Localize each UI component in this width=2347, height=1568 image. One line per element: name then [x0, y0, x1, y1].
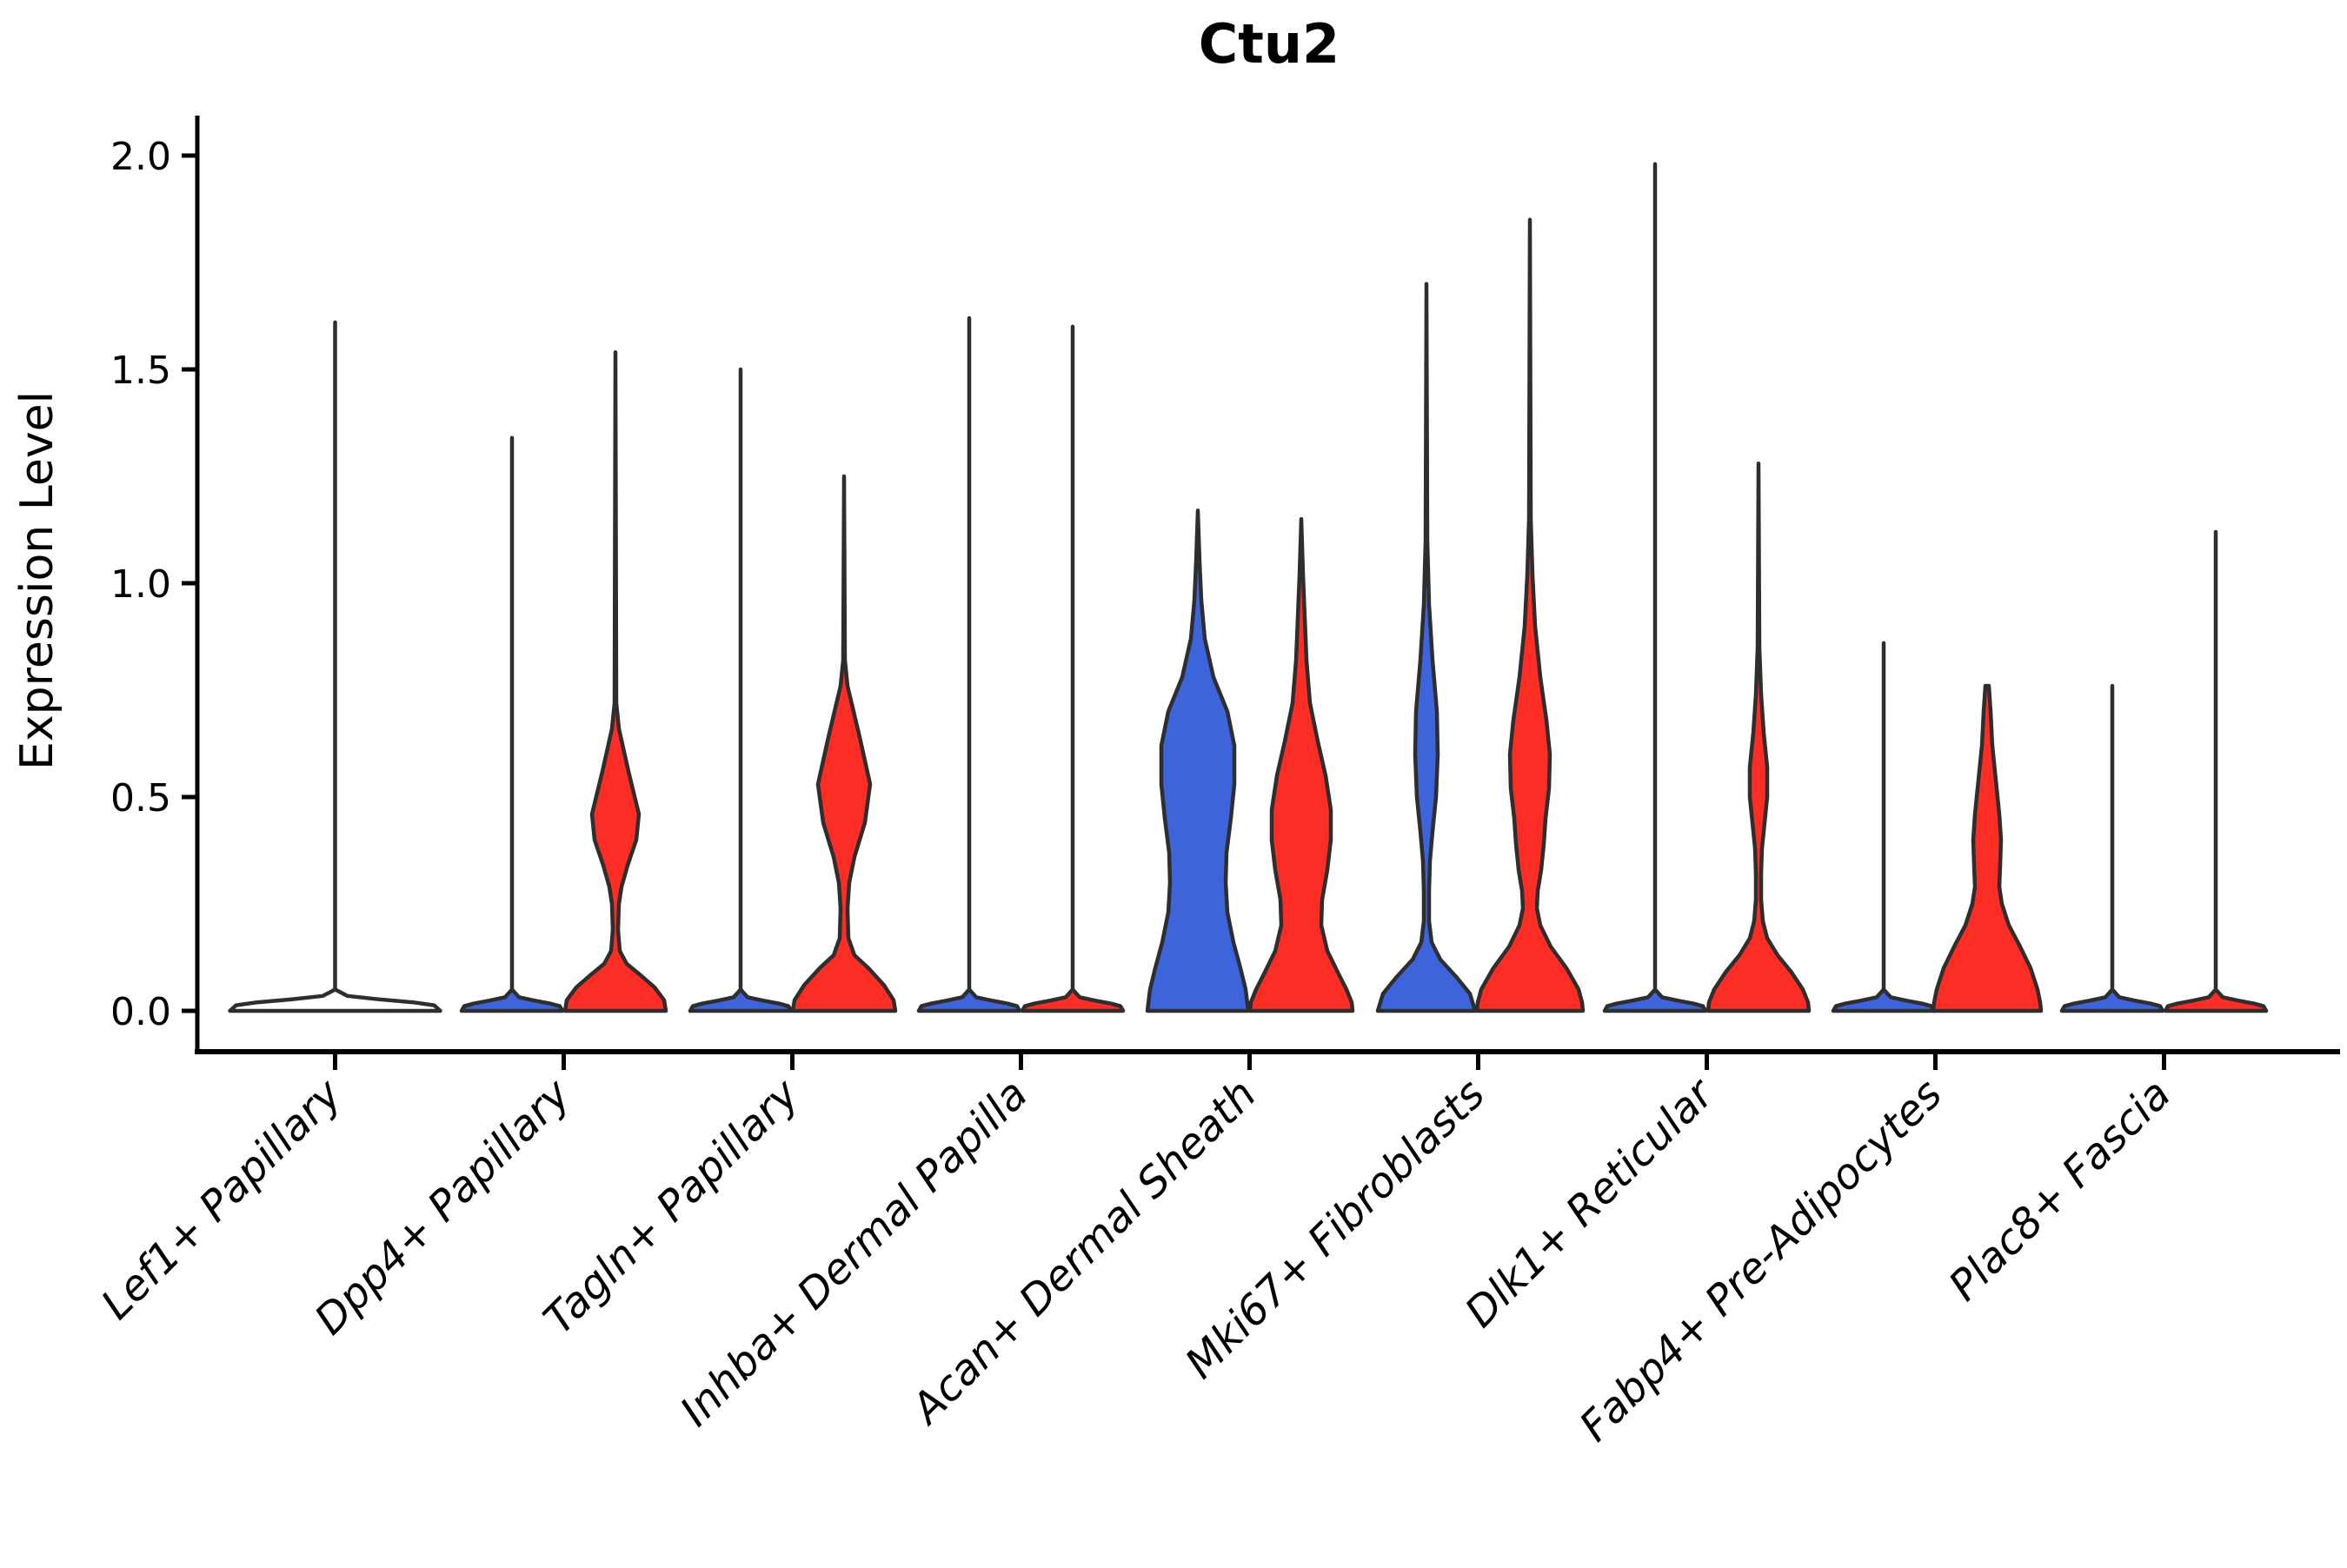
violin-acan-dermal-sheath-blue — [1145, 508, 1251, 1013]
x-label-fabp4-pre-adipocytes: Fabp4+ Pre-Adipocytes — [1570, 1070, 1951, 1452]
violin-dlk1-reticular-red — [1705, 461, 1812, 1013]
x-axis-ticks — [333, 1054, 2166, 1070]
x-label-tagln-papillary: Tagln+ Papillary — [535, 1069, 809, 1344]
violin-tagln-papillary-blue — [688, 367, 794, 1013]
violin-acan-dermal-sheath-red — [1247, 516, 1355, 1013]
x-label-lef1-papillary: Lef1+ Papillary — [92, 1069, 352, 1329]
violin-dlk1-reticular-blue — [1602, 162, 1708, 1013]
violin-lef1-papillary-single — [228, 320, 442, 1013]
violin-dpp4-papillary-red — [562, 350, 668, 1013]
y-tick-label-1.5: 1.5 — [110, 349, 171, 393]
violin-fabp4-pre-adipocytes-blue — [1831, 641, 1937, 1013]
chart-title: Ctu2 — [1199, 12, 1340, 76]
violin-fabp4-pre-adipocytes-red — [1931, 683, 2044, 1013]
y-tick-label-0.0: 0.0 — [110, 990, 171, 1034]
violin-series — [228, 162, 2269, 1013]
x-label-plac8-fascia: Plac8+ Fascia — [1939, 1070, 2180, 1311]
y-axis-ticks: 0.0 0.5 1.0 1.5 2.0 — [110, 135, 197, 1034]
violin-mki67-fibroblasts-blue — [1375, 282, 1478, 1013]
violin-dpp4-papillary-blue — [459, 435, 565, 1013]
y-tick-label-2.0: 2.0 — [110, 135, 171, 179]
x-label-dlk1-reticular: Dlk1+ Reticular — [1456, 1068, 1725, 1338]
violin-mki67-fibroblasts-red — [1474, 217, 1586, 1013]
violin-inhba-dermal-papilla-blue — [916, 316, 1022, 1013]
y-tick-label-1.0: 1.0 — [110, 562, 171, 607]
violin-plac8-fascia-red — [2163, 529, 2269, 1013]
violin-plac8-fascia-blue — [2059, 683, 2165, 1013]
x-label-dpp4-papillary: Dpp4+ Papillary — [305, 1069, 580, 1344]
y-tick-label-0.5: 0.5 — [110, 776, 171, 821]
violin-tagln-papillary-red — [790, 474, 898, 1013]
violin-inhba-dermal-papilla-red — [1020, 324, 1126, 1013]
y-axis-label: Expression Level — [11, 391, 63, 770]
